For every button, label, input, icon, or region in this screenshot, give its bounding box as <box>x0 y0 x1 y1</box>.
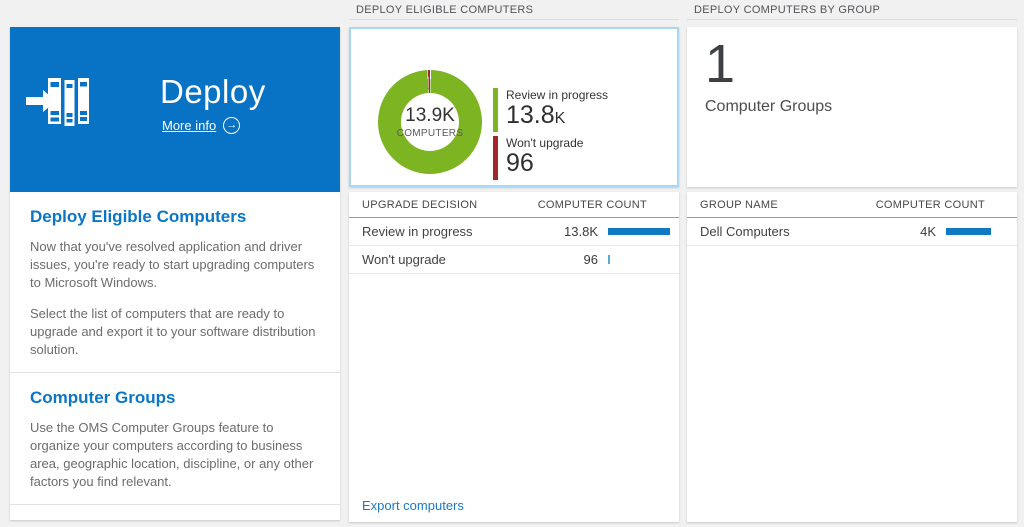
deploy-eligible-paragraph-1: Now that you've resolved application and… <box>30 239 315 290</box>
legend-label: Won't upgrade <box>506 136 584 150</box>
column-header-computer-count: COMPUTER COUNT <box>875 199 985 211</box>
red-swatch-icon <box>493 136 498 180</box>
section-divider <box>10 504 340 505</box>
upgrade-decision-table-card: UPGRADE DECISION COMPUTER COUNT Review i… <box>349 192 679 522</box>
table-header-row: UPGRADE DECISION COMPUTER COUNT <box>349 192 679 218</box>
column-header-computer-count: COMPUTER COUNT <box>537 199 647 211</box>
section-heading-computer-groups: Computer Groups <box>30 388 176 407</box>
legend-label: Review in progress <box>506 88 609 102</box>
table-row-dell-computers[interactable]: Dell Computers 4K <box>687 218 1017 246</box>
section-divider <box>10 372 340 373</box>
description-card: Deploy Eligible Computers Now that you'v… <box>10 192 340 520</box>
computer-groups-summary-card[interactable]: 1 Computer Groups <box>687 27 1017 187</box>
count-bar <box>946 228 991 235</box>
legend-item-wont-upgrade[interactable]: Won't upgrade 96 <box>493 136 608 180</box>
eligible-computers-chart-card[interactable]: 13.9K COMPUTERS Review in progress 13.8K… <box>349 27 679 187</box>
tile-title: Deploy <box>160 73 266 110</box>
green-swatch-icon <box>493 88 498 132</box>
computers-donut-chart[interactable]: 13.9K COMPUTERS <box>378 70 482 174</box>
count-bar <box>608 228 670 235</box>
computer-groups-label: Computer Groups <box>705 98 833 115</box>
export-computers-link[interactable]: Export computers <box>362 498 464 513</box>
computer-groups-paragraph: Use the OMS Computer Groups feature to o… <box>30 420 314 489</box>
donut-legend: Review in progress 13.8K Won't upgrade 9… <box>493 88 608 184</box>
deploy-tile[interactable]: Deploy More info → <box>10 27 340 192</box>
more-info-link[interactable]: More info <box>162 118 217 133</box>
legend-value: 13.8K <box>506 101 566 129</box>
computer-groups-summary: 1 Computer Groups <box>687 27 1017 116</box>
column-header-upgrade-decision: UPGRADE DECISION <box>362 199 478 211</box>
deploy-eligible-paragraph-2: Select the list of computers that are re… <box>30 306 316 357</box>
right-column-header: DEPLOY COMPUTERS BY GROUP <box>687 0 1017 20</box>
donut-center-label: COMPUTERS <box>396 128 464 139</box>
count-bar <box>608 255 610 264</box>
donut-center: 13.9K COMPUTERS <box>397 93 463 151</box>
legend-value: 96 <box>506 149 534 177</box>
computer-groups-count: 1 <box>705 34 736 94</box>
more-info-arrow-icon[interactable]: → <box>223 117 241 134</box>
donut-center-value: 13.9K <box>405 105 455 126</box>
middle-column-header: DEPLOY ELIGIBLE COMPUTERS <box>349 0 679 20</box>
legend-item-review-in-progress[interactable]: Review in progress 13.8K <box>493 88 608 132</box>
column-header-group-name: GROUP NAME <box>700 199 778 211</box>
deploy-icon <box>26 78 89 126</box>
table-header-row: GROUP NAME COMPUTER COUNT <box>687 192 1017 218</box>
group-table-card: GROUP NAME COMPUTER COUNT Dell Computers… <box>687 192 1017 522</box>
table-row-review-in-progress[interactable]: Review in progress 13.8K <box>349 218 679 246</box>
table-row-wont-upgrade[interactable]: Won't upgrade 96 <box>349 246 679 274</box>
section-heading-deploy-eligible-computers: Deploy Eligible Computers <box>30 207 247 226</box>
